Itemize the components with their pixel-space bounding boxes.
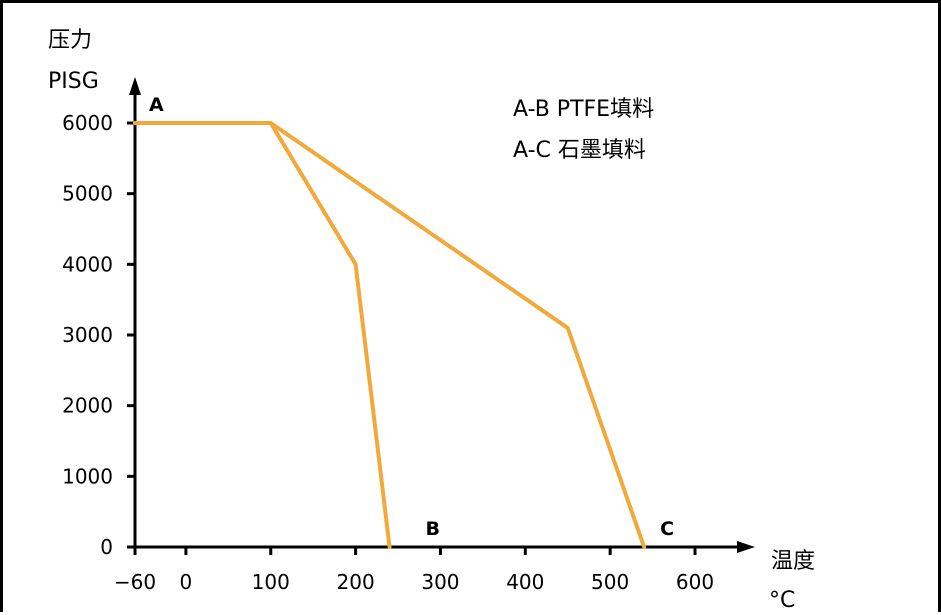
y-tick-label: 0 [100,535,113,559]
y-tick-label: 4000 [62,252,113,276]
series-line-graphite [135,123,644,547]
x-tick-label: 300 [421,570,459,594]
series-line-ptfe [135,123,390,547]
y-tick-label: 1000 [62,464,113,488]
axes [129,77,755,553]
point-label-b: B [426,518,440,540]
x-tick-label: 400 [506,570,544,594]
x-tick-label: 600 [676,570,714,594]
x-tick-label: 500 [591,570,629,594]
y-axis-label-line-1: 压力 [48,28,92,53]
x-axis-label-line-2: °C [769,588,795,613]
legend-entry-ptfe: A-B PTFE填料 [513,97,654,122]
x-axis-arrowhead [737,541,755,553]
y-tick-label: 2000 [62,394,113,418]
y-tick-label: 3000 [62,323,113,347]
y-tick-label: 5000 [62,182,113,206]
x-tick-label: −60 [114,570,156,594]
y-axis-label-line-2: PISG [48,69,99,94]
x-tick-label: 200 [337,570,375,594]
y-axis-arrowhead [129,77,141,95]
point-label-c: C [660,518,674,540]
y-tick-label: 6000 [62,111,113,135]
x-tick-label: 100 [252,570,290,594]
point-label-a: A [149,94,164,116]
x-tick-label: 0 [180,570,193,594]
legend-entry-graphite: A-C 石墨填料 [513,138,646,163]
x-axis-label-line-1: 温度 [771,549,815,574]
